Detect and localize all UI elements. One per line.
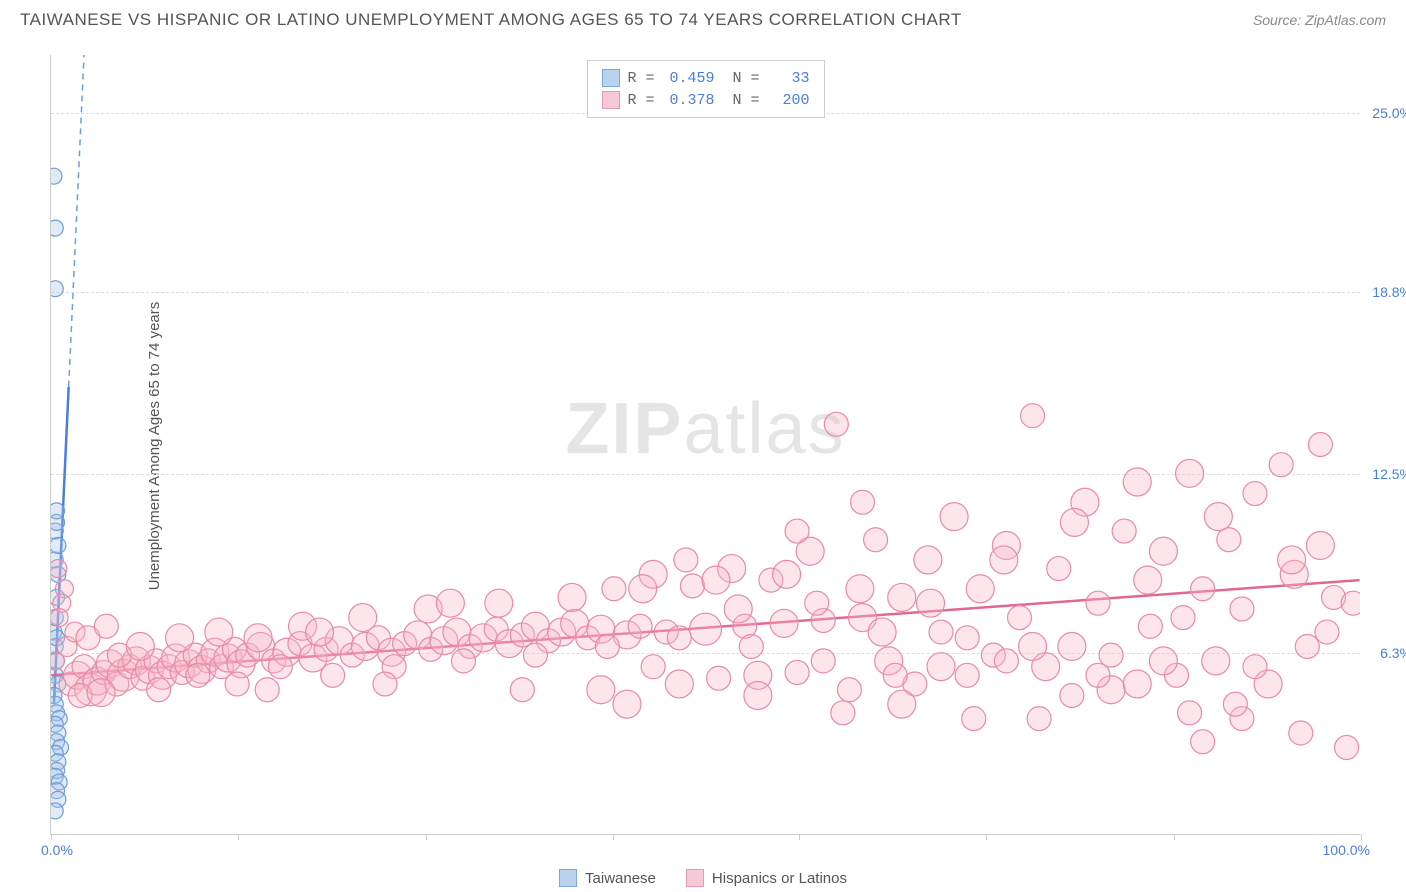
r-label: R = [627, 70, 654, 87]
y-tick-label: 18.8% [1372, 284, 1406, 300]
chart-plot-area: ZIPatlas R = 0.459 N = 33 R = 0.378 N = … [50, 55, 1360, 835]
r-value-taiwanese: 0.459 [663, 70, 715, 87]
x-axis-max-label: 100.0% [1323, 842, 1370, 858]
n-value-hispanic: 200 [768, 92, 810, 109]
legend-item-hispanic: Hispanics or Latinos [686, 869, 847, 887]
legend-swatch-hispanic [686, 869, 704, 887]
n-label: N = [733, 92, 760, 109]
bottom-legend: Taiwanese Hispanics or Latinos [559, 869, 847, 887]
legend-swatch-taiwanese [559, 869, 577, 887]
correlation-row-taiwanese: R = 0.459 N = 33 [601, 67, 809, 89]
legend-item-taiwanese: Taiwanese [559, 869, 656, 887]
n-value-taiwanese: 33 [768, 70, 810, 87]
correlation-stats-box: R = 0.459 N = 33 R = 0.378 N = 200 [586, 60, 824, 118]
n-label: N = [733, 70, 760, 87]
correlation-row-hispanic: R = 0.378 N = 200 [601, 89, 809, 111]
x-axis-min-label: 0.0% [41, 842, 73, 858]
r-value-hispanic: 0.378 [663, 92, 715, 109]
y-tick-label: 12.5% [1372, 466, 1406, 482]
chart-header: TAIWANESE VS HISPANIC OR LATINO UNEMPLOY… [0, 0, 1406, 35]
r-label: R = [627, 92, 654, 109]
y-tick-label: 25.0% [1372, 105, 1406, 121]
source-attribution: Source: ZipAtlas.com [1253, 12, 1386, 28]
legend-label-taiwanese: Taiwanese [585, 870, 656, 887]
swatch-taiwanese [601, 69, 619, 87]
swatch-hispanic [601, 91, 619, 109]
y-tick-label: 6.3% [1380, 645, 1406, 661]
chart-title: TAIWANESE VS HISPANIC OR LATINO UNEMPLOY… [20, 10, 962, 30]
scatter-plot-svg [51, 55, 1360, 834]
legend-label-hispanic: Hispanics or Latinos [712, 870, 847, 887]
